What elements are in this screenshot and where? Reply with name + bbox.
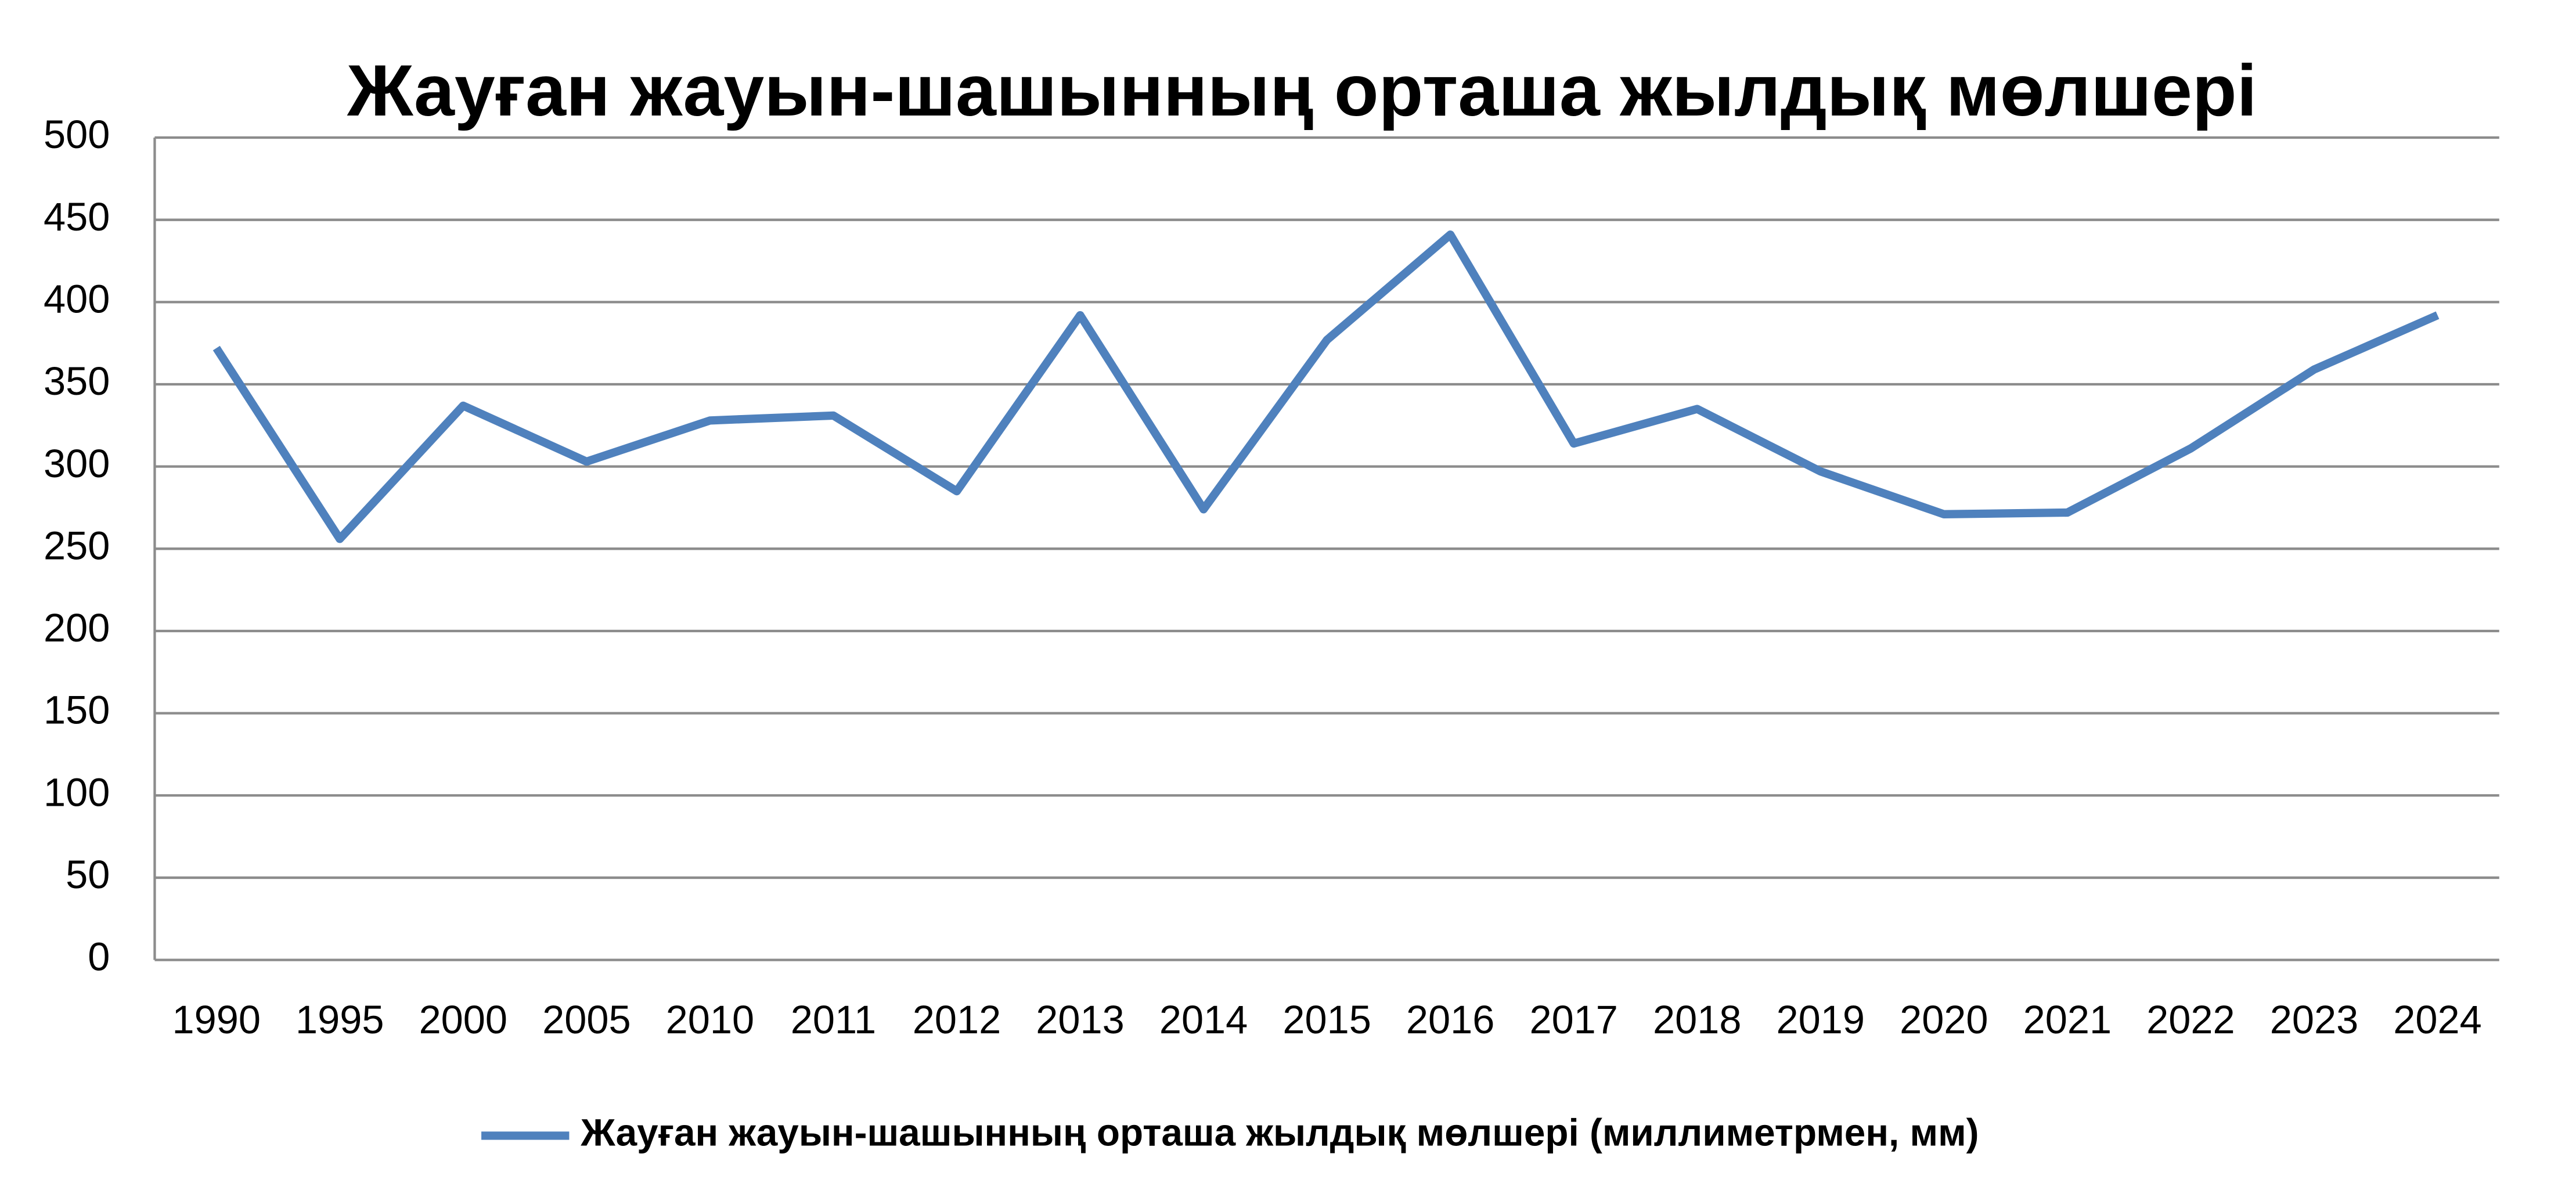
y-tick-label: 250 <box>44 523 110 568</box>
y-tick-label: 50 <box>66 852 110 897</box>
y-tick-label: 400 <box>44 276 110 321</box>
x-tick-label: 2010 <box>666 997 754 1042</box>
data-line <box>212 230 2440 543</box>
y-tick-label: 150 <box>44 688 110 733</box>
x-tick-label: 2014 <box>1159 997 1248 1042</box>
x-tick-label: 2017 <box>1529 997 1617 1042</box>
x-tick-label: 2013 <box>1036 997 1124 1042</box>
x-tick-label: 2020 <box>1900 997 1988 1042</box>
x-tick-label: 2022 <box>2146 997 2235 1042</box>
x-tick-label: 1995 <box>296 997 384 1042</box>
x-tick-label: 2018 <box>1653 997 1741 1042</box>
y-tick-label: 0 <box>88 935 110 979</box>
y-tick-label: 500 <box>44 112 110 157</box>
x-tick-label: 2021 <box>2023 997 2112 1042</box>
legend-label: Жауған жауын-шашынның орташа жылдық мөлш… <box>580 1112 1979 1154</box>
y-tick-label: 100 <box>44 770 110 814</box>
x-tick-label: 2016 <box>1406 997 1494 1042</box>
chart-title: Жауған жауын-шашынның орташа жылдық мөлш… <box>347 49 2257 131</box>
x-tick-label: 2012 <box>913 997 1001 1042</box>
x-tick-label: 2023 <box>2270 997 2358 1042</box>
x-tick-label: 1990 <box>172 997 260 1042</box>
y-tick-label: 450 <box>44 194 110 239</box>
x-tick-label: 2000 <box>419 997 507 1042</box>
y-tick-label: 350 <box>44 359 110 403</box>
x-tick-label: 2015 <box>1282 997 1371 1042</box>
x-tick-label: 2005 <box>542 997 631 1042</box>
y-tick-label: 200 <box>44 605 110 650</box>
x-tick-label: 2011 <box>791 997 876 1042</box>
x-tick-label: 2024 <box>2393 997 2481 1042</box>
x-tick-label: 2019 <box>1777 997 1865 1042</box>
y-tick-label: 300 <box>44 441 110 486</box>
